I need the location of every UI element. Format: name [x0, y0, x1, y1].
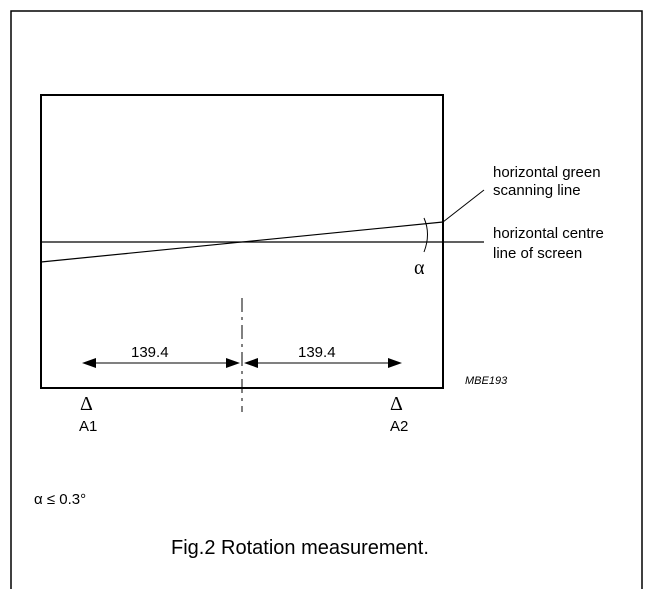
figure-border — [10, 10, 643, 589]
dimension-right — [244, 358, 402, 368]
centre-line-label-1: horizontal centre — [493, 225, 604, 242]
marker-a2-symbol: Δ — [390, 393, 403, 415]
dim-right-label: 139.4 — [298, 344, 336, 361]
dim-left-label: 139.4 — [131, 344, 169, 361]
marker-a2-label: A2 — [390, 418, 408, 435]
marker-a1-symbol: Δ — [80, 393, 93, 415]
reference-code: MBE193 — [465, 375, 508, 387]
marker-a1-label: A1 — [79, 418, 97, 435]
tolerance-note: α ≤ 0.3° — [34, 491, 86, 508]
dimension-left — [82, 358, 240, 368]
angle-symbol: α — [414, 257, 425, 279]
figure-caption: Fig.2 Rotation measurement. — [171, 537, 429, 559]
green-line-label-1: horizontal green — [493, 164, 601, 181]
scanning-line-leader — [442, 189, 485, 223]
angle-arc — [423, 217, 428, 253]
green-line-label-2: scanning line — [493, 182, 581, 199]
centre-line-label-2: line of screen — [493, 245, 582, 262]
scanning-line — [40, 221, 444, 263]
